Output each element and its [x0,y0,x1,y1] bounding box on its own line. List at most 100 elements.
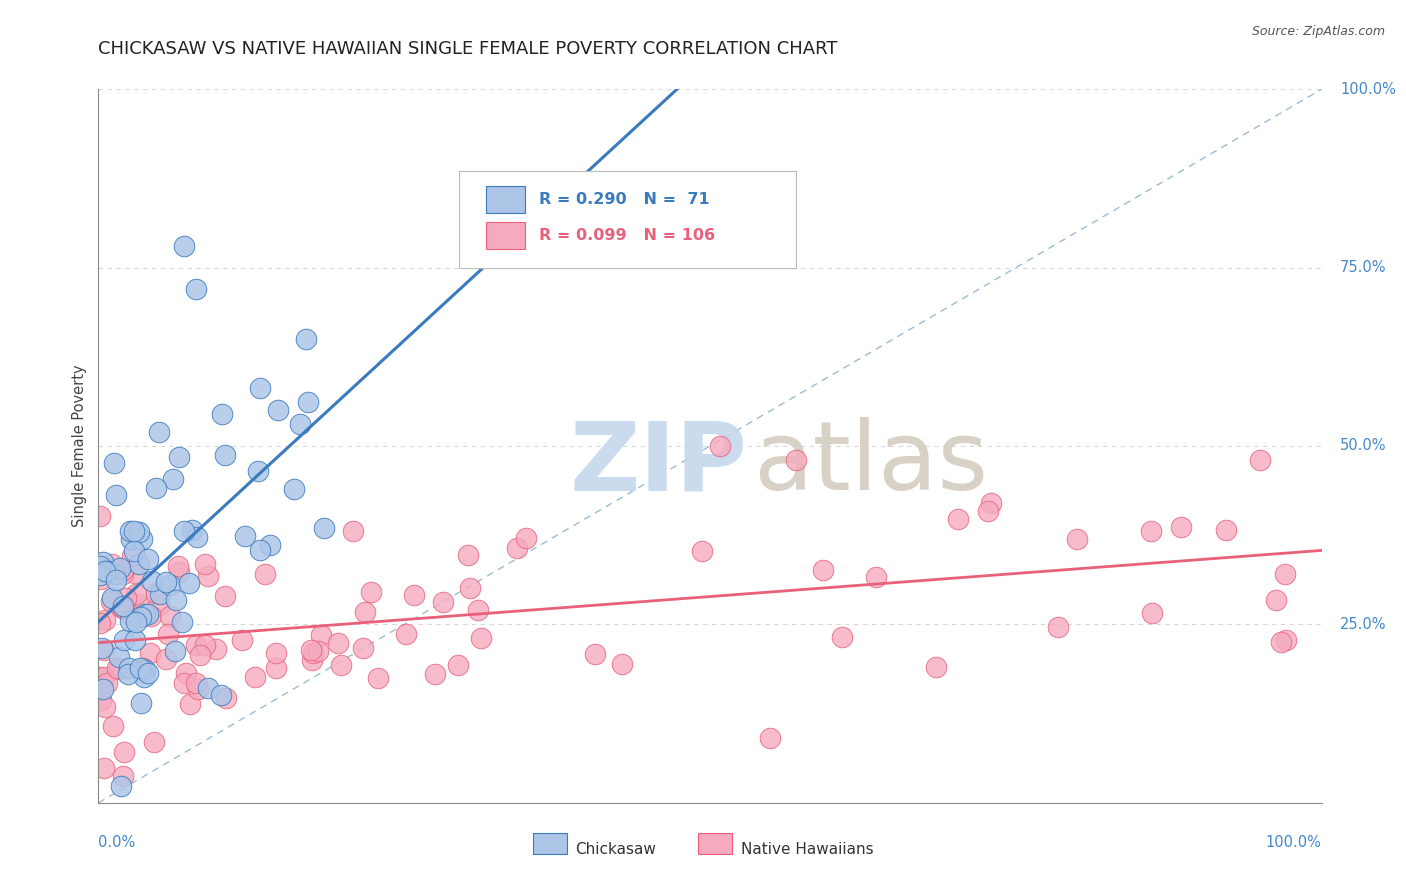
Point [197,681,219,696]
Point [295,332,318,346]
Point [134,607,156,621]
Text: R = 0.099   N = 106: R = 0.099 N = 106 [538,228,714,243]
Point [118,524,141,539]
Point [93,682,115,697]
Point [124,524,146,538]
Bar [697,833,733,855]
Point [470,632,492,646]
Point [105,488,128,502]
Point [1215,523,1237,537]
Point [330,658,353,673]
Point [90,572,112,586]
Point [89,568,111,582]
Point [108,561,131,575]
Point [167,450,190,465]
Point [132,661,155,675]
Point [131,533,153,547]
Point [194,557,217,571]
Point [94,564,117,578]
Point [93,643,115,657]
Point [94,700,117,714]
Point [97,564,120,578]
Point [111,601,134,615]
Point [267,402,290,417]
Point [155,651,177,665]
Point [184,676,207,690]
Point [283,482,305,496]
Point [125,615,148,629]
Point [243,670,266,684]
Point [395,627,418,641]
Point [139,608,162,623]
Point [94,613,117,627]
Point [360,585,382,599]
Point [127,597,149,611]
Point [925,660,948,674]
Text: Native Hawaiians: Native Hawaiians [741,842,873,856]
Point [124,632,146,647]
Point [143,735,166,749]
Point [166,559,188,574]
Point [367,671,389,685]
Point [186,530,208,544]
Bar [486,186,526,213]
Point [131,696,153,710]
Point [432,595,454,609]
Point [162,472,184,486]
Point [179,576,201,591]
Point [233,528,256,542]
Point [165,592,187,607]
Point [312,521,335,535]
Point [100,594,122,608]
Point [129,609,152,624]
Point [515,531,537,545]
Point [90,693,112,707]
Point [173,239,195,253]
Point [105,661,128,675]
Point [134,663,156,677]
Point [352,641,374,656]
FancyBboxPatch shape [460,171,796,268]
Text: 100.0%: 100.0% [1340,82,1396,96]
Point [612,657,634,672]
Point [1265,593,1288,607]
Text: 0.0%: 0.0% [98,835,135,850]
Point [122,543,145,558]
Point [159,577,181,591]
Point [1270,635,1292,649]
Point [136,607,159,622]
Text: 50.0%: 50.0% [1340,439,1386,453]
Point [1139,524,1161,538]
Point [167,565,190,579]
Point [124,566,146,580]
Point [128,524,150,539]
Point [583,647,606,661]
Text: ZIP: ZIP [569,417,747,510]
Point [112,745,135,759]
Point [91,640,114,655]
Point [249,381,271,395]
Text: 25.0%: 25.0% [1340,617,1386,632]
Point [145,481,167,495]
Point [117,666,139,681]
Point [249,542,271,557]
Point [264,660,287,674]
Point [103,566,125,581]
Point [209,688,232,702]
Text: atlas: atlas [752,417,988,510]
Point [302,646,325,660]
Point [266,646,288,660]
Point [404,588,426,602]
Point [111,599,134,614]
Bar [533,833,567,855]
Point [246,464,269,478]
Point [307,643,329,657]
Text: Chickasaw: Chickasaw [575,842,657,856]
Point [231,633,253,648]
Point [96,676,118,690]
Point [1047,620,1070,634]
Point [342,524,364,538]
Point [215,691,238,706]
Text: 75.0%: 75.0% [1340,260,1386,275]
Point [138,552,160,566]
